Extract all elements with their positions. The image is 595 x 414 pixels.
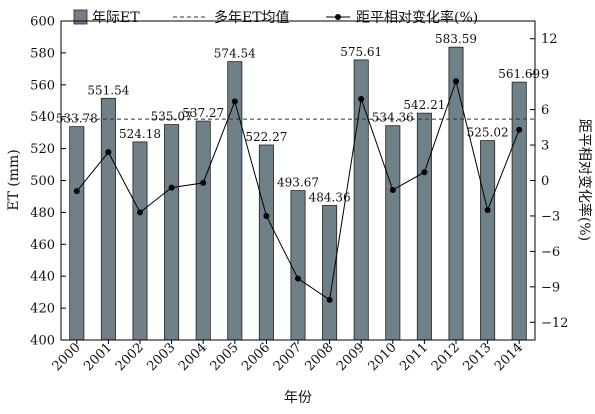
x-tick-label-2014: 2014: [492, 340, 526, 374]
y-tick-label-480: 480: [30, 206, 55, 221]
bar-value-label-2007: 493.67: [277, 176, 319, 190]
y-tick-label-520: 520: [30, 142, 55, 157]
bar-value-label-2006: 522.27: [245, 130, 287, 144]
y2-tick-label-3: −3: [541, 209, 560, 224]
et-bar-2012: [448, 46, 464, 341]
anomaly-rate-point-2010: [389, 186, 396, 193]
et-bar-2001: [100, 97, 116, 341]
y-tick-label-440: 440: [30, 270, 55, 285]
bar-value-label-2014: 561.69: [498, 67, 540, 81]
anomaly-rate-point-2005: [231, 98, 238, 105]
y2-tick-label-1: −9: [541, 280, 560, 295]
y-tick-label-400: 400: [30, 334, 55, 349]
y2-tick-label-5: 3: [541, 139, 549, 154]
y2-tick-label-4: 0: [541, 174, 549, 189]
y-tick-label-460: 460: [30, 238, 55, 253]
x-tick-label-2010: 2010: [366, 340, 400, 374]
bar-value-label-2005: 574.54: [214, 47, 256, 61]
y-tick-label-500: 500: [30, 174, 55, 189]
bar-value-label-2013: 525.02: [467, 126, 509, 140]
x-tick-label-2005: 2005: [208, 340, 242, 374]
et-bar-2007: [290, 190, 306, 341]
y2-tick-label-7: 9: [541, 68, 549, 83]
et-bar-2002: [132, 141, 148, 341]
x-tick-label-2007: 2007: [271, 340, 305, 374]
bar-value-label-2003: 535.07: [151, 110, 193, 124]
x-tick-label-2008: 2008: [302, 340, 336, 374]
anomaly-rate-point-2011: [421, 169, 428, 176]
x-tick-label-2002: 2002: [113, 340, 147, 374]
et-bar-2011: [416, 112, 432, 341]
y2-tick-label-8: 12: [541, 32, 558, 47]
anomaly-rate-point-2006: [263, 212, 270, 219]
et-bar-2010: [385, 125, 401, 341]
y-axis-title: ET (mm): [6, 149, 22, 210]
bar-value-label-2012: 583.59: [435, 32, 477, 46]
x-axis-title: 年份: [284, 390, 312, 406]
legend-label-mean-et: 多年ET均值: [214, 9, 290, 26]
anomaly-rate-point-2004: [200, 179, 207, 186]
legend: 年际ET 多年ET均值 距平相对变化率(%): [73, 9, 478, 26]
x-tick-label-2001: 2001: [81, 340, 115, 374]
x-tick-label-2009: 2009: [334, 340, 368, 374]
y2-tick-label-6: 6: [541, 103, 549, 118]
anomaly-rate-point-2003: [168, 184, 175, 191]
y2-axis-title: 距平相对变化率(%): [576, 119, 593, 241]
bar-value-label-2001: 551.54: [87, 83, 129, 97]
bar-value-label-2000: 533.78: [56, 112, 98, 126]
y-tick-label-600: 600: [30, 15, 55, 30]
x-tick-label-2006: 2006: [239, 340, 273, 374]
anomaly-rate-point-2001: [105, 149, 112, 156]
anomaly-rate-point-2007: [295, 275, 301, 282]
et-bar-2004: [195, 120, 211, 341]
legend-label-annual-et: 年际ET: [92, 10, 140, 26]
x-tick-label-2003: 2003: [144, 340, 178, 374]
et-bar-2000: [69, 126, 85, 341]
et-bar-2003: [164, 124, 180, 341]
anomaly-rate-point-2014: [516, 126, 523, 133]
legend-label-anomaly-rate: 距平相对变化率(%): [356, 9, 478, 26]
anomaly-rate-point-2008: [326, 296, 333, 303]
et-bar-2013: [480, 140, 496, 341]
x-tick-label-2004: 2004: [176, 340, 210, 374]
et-bar-2008: [322, 205, 338, 341]
y-tick-label-580: 580: [30, 46, 55, 61]
anomaly-rate-point-2012: [453, 78, 459, 85]
bar-value-label-2010: 534.36: [372, 111, 414, 125]
bar-value-label-2009: 575.61: [340, 45, 382, 59]
x-tick-label-2013: 2013: [460, 340, 494, 374]
bar-value-label-2004: 537.27: [182, 106, 224, 120]
anomaly-rate-point-2002: [137, 209, 143, 216]
y-tick-label-540: 540: [30, 110, 55, 125]
y2-tick-label-0: −12: [541, 316, 568, 331]
y2-tick-label-2: −6: [541, 245, 560, 260]
et-bar-2014: [511, 81, 527, 341]
y-tick-label-560: 560: [30, 78, 55, 93]
x-tick-label-2012: 2012: [429, 340, 463, 374]
bar-value-label-2002: 524.18: [119, 127, 161, 141]
bar-value-label-2011: 542.21: [403, 98, 445, 112]
legend-bar-swatch: [73, 9, 88, 25]
y-tick-label-420: 420: [30, 302, 55, 317]
legend-line-marker: [335, 14, 341, 20]
bar-value-label-2008: 484.36: [309, 190, 351, 204]
et-bar-2006: [258, 144, 274, 341]
anomaly-rate-point-2009: [358, 95, 365, 102]
x-tick-label-2011: 2011: [397, 340, 431, 374]
anomaly-rate-point-2013: [484, 207, 491, 214]
anomaly-rate-point-2000: [73, 188, 80, 195]
